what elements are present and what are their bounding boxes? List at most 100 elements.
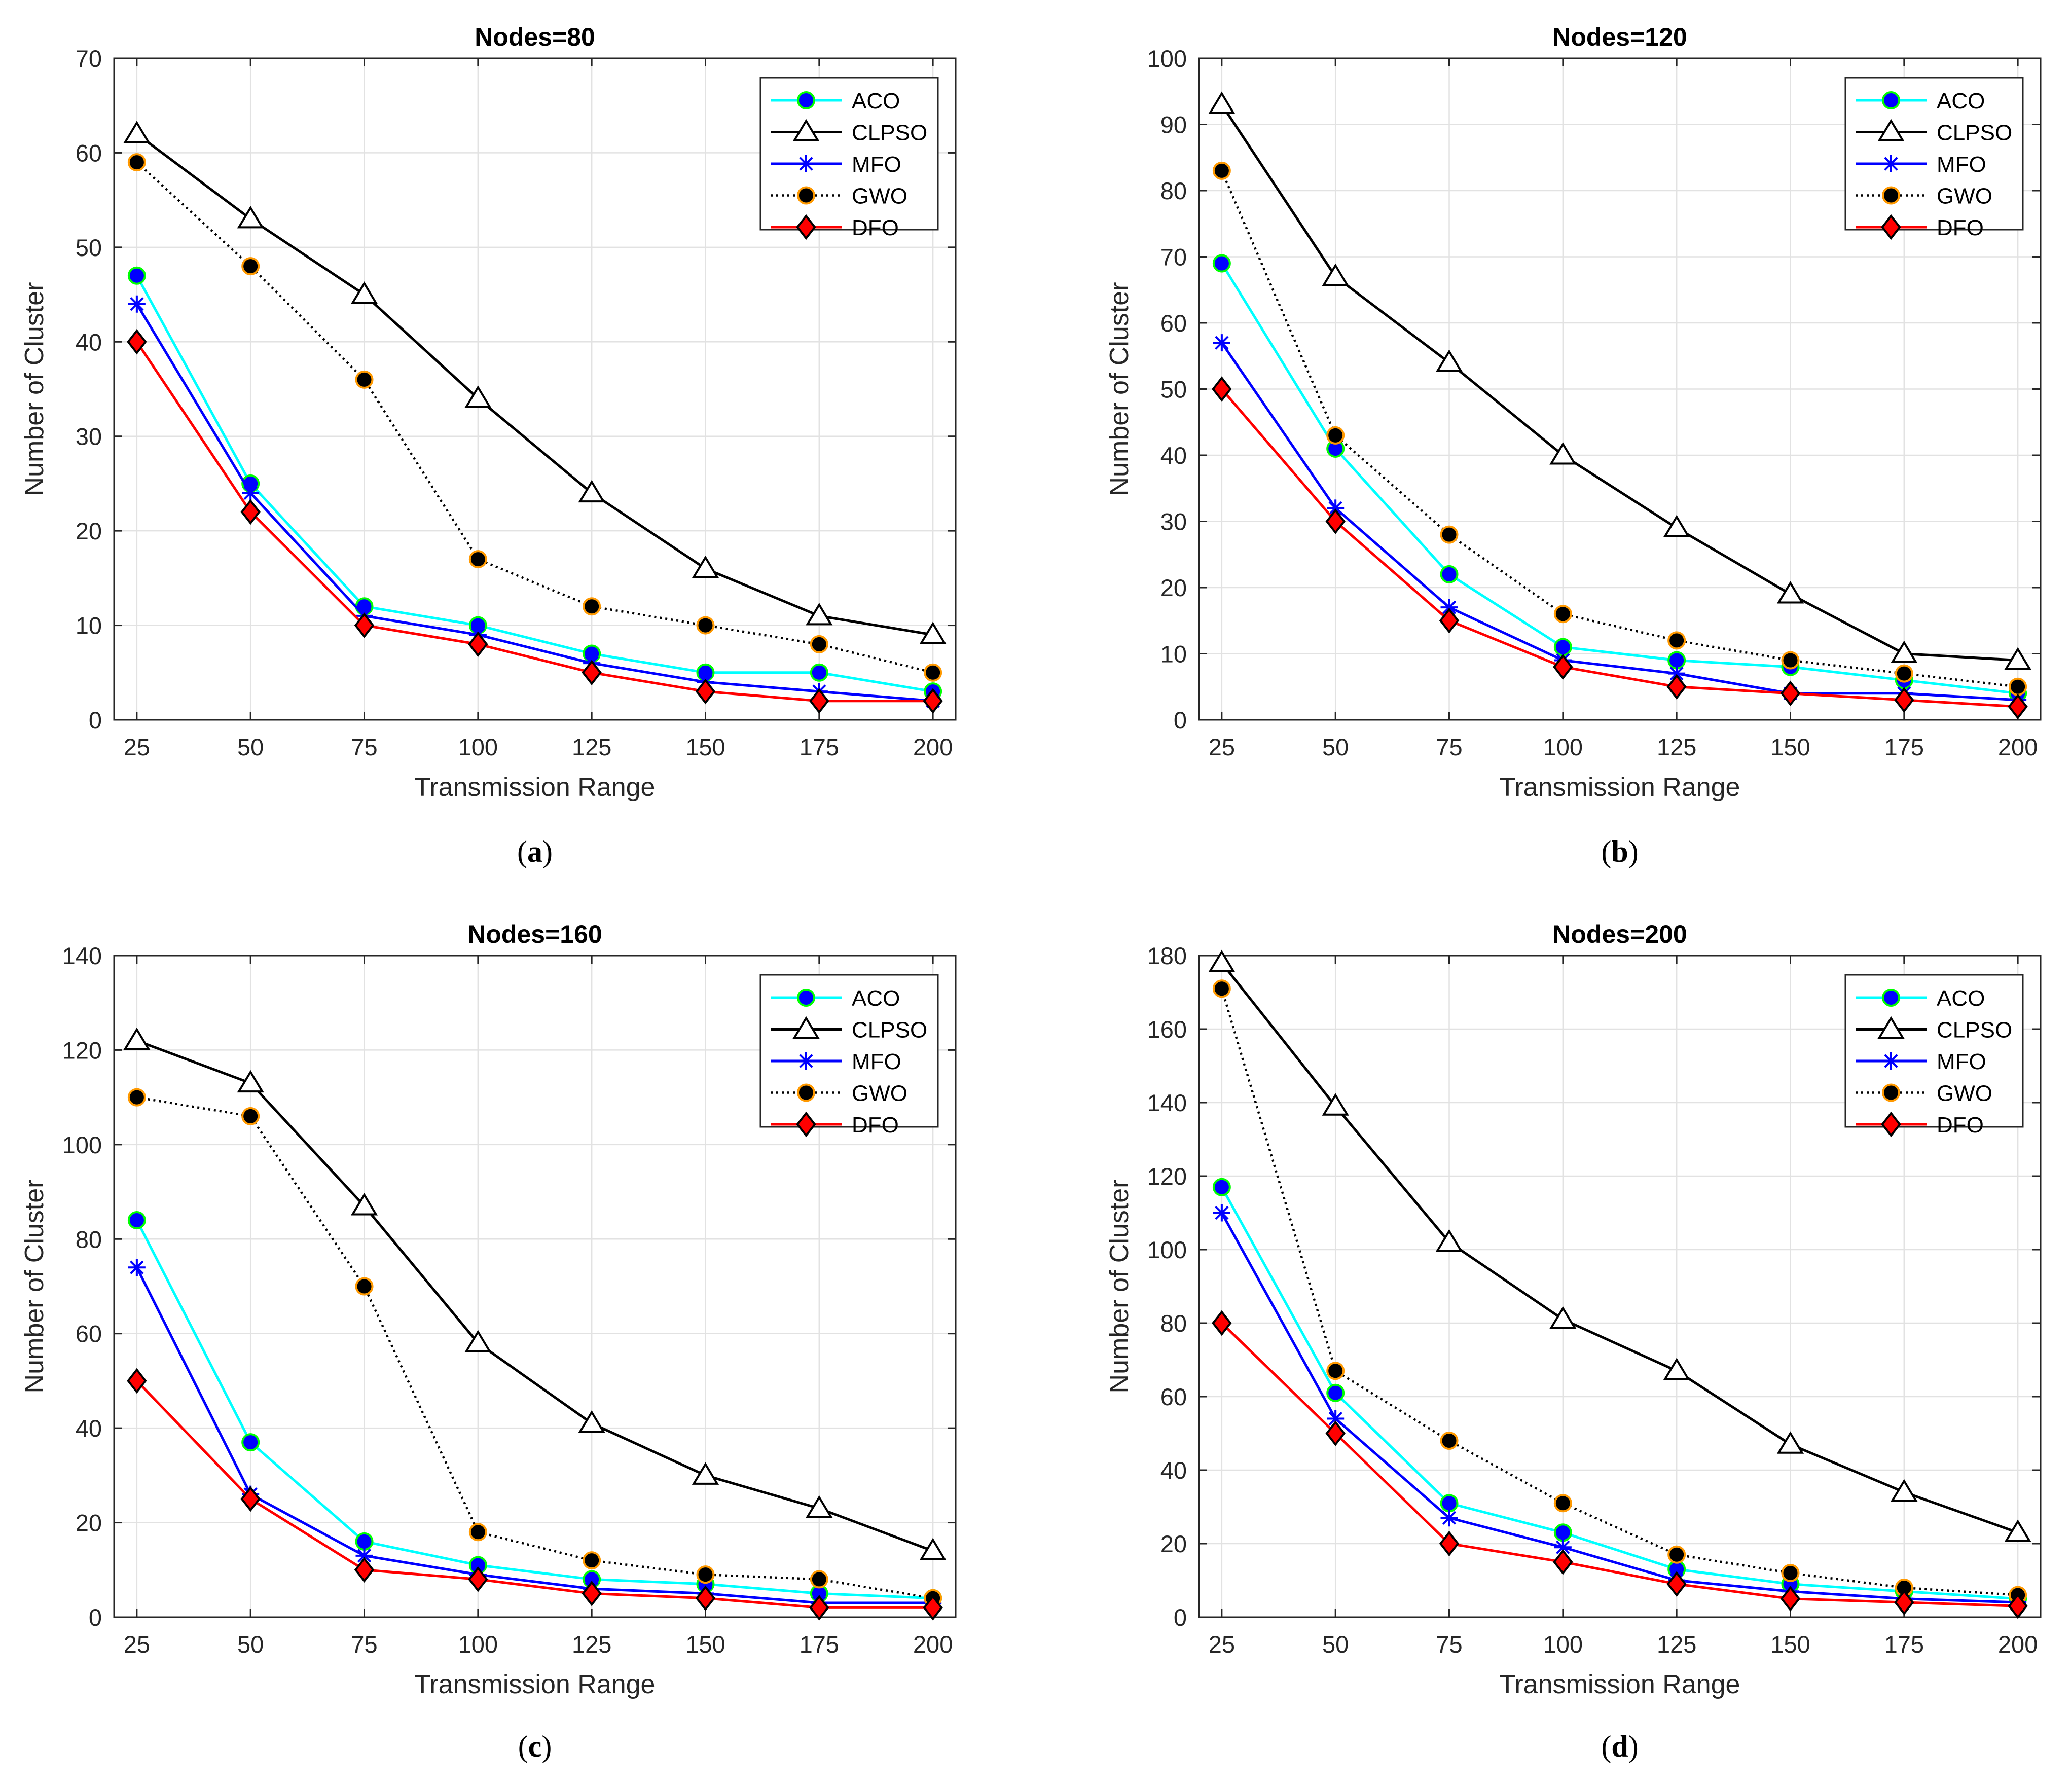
x-tick-label: 200 [913, 1631, 953, 1658]
data-point-clpso [237, 1070, 264, 1093]
y-tick-label: 10 [76, 612, 102, 639]
legend-item-gwo: GWO [1856, 1081, 1992, 1106]
data-point-gwo [355, 1277, 374, 1296]
data-point-gwo [1440, 1432, 1459, 1450]
data-point-mfo [1668, 665, 1686, 682]
chart-title: Nodes=200 [1552, 920, 1687, 948]
x-tick-label: 25 [124, 1631, 150, 1658]
y-tick-label: 80 [1160, 1310, 1187, 1337]
y-tick-label: 0 [89, 1604, 102, 1631]
data-point-dfo [240, 499, 261, 525]
legend-label: MFO [1937, 1049, 1986, 1074]
data-point-aco [1326, 1383, 1345, 1402]
data-point-gwo [241, 257, 260, 276]
data-point-gwo [241, 1107, 260, 1125]
y-tick-label: 60 [76, 139, 102, 166]
data-point-clpso [806, 603, 833, 626]
legend-marker [796, 1111, 816, 1138]
data-point-gwo [1212, 979, 1231, 998]
data-point-clpso [578, 1410, 605, 1433]
legend-item-aco: ACO [1856, 89, 1985, 114]
data-point-clpso [1208, 949, 1236, 972]
data-point-dfo [1212, 376, 1232, 402]
data-point-dfo [1553, 1549, 1573, 1575]
x-axis-label: Transmission Range [415, 1670, 656, 1699]
series-clpso [123, 1027, 947, 1560]
data-point-dfo [1325, 1420, 1346, 1446]
legend-marker [792, 119, 820, 141]
legend: ACO CLPSO MFO GWO DFO [759, 974, 939, 1138]
x-tick-label: 25 [1209, 1631, 1235, 1658]
data-point-clpso [1549, 442, 1577, 465]
data-point-clpso [2004, 1519, 2031, 1542]
legend-marker [1877, 1016, 1905, 1039]
data-point-clpso [1322, 1093, 1349, 1116]
series-dfo [127, 329, 943, 714]
x-tick-label: 175 [1884, 734, 1924, 760]
data-point-gwo [127, 153, 146, 172]
y-tick-label: 140 [62, 942, 102, 969]
data-point-clpso [1776, 581, 1804, 604]
chart-title: Nodes=120 [1552, 23, 1687, 51]
data-point-dfo [1553, 654, 1573, 680]
data-point-clpso [919, 1538, 947, 1560]
y-tick-label: 60 [1160, 310, 1187, 337]
series-line-gwo [1220, 170, 2018, 688]
legend-marker [1882, 1052, 1900, 1070]
series-dfo [127, 1368, 943, 1621]
legend-item-clpso: CLPSO [1856, 1016, 2012, 1043]
data-point-aco [1212, 1178, 1231, 1196]
x-axis-label: Transmission Range [1500, 773, 1740, 802]
legend-marker [1881, 214, 1901, 240]
data-point-clpso [1776, 1431, 1804, 1454]
data-point-clpso [578, 480, 605, 503]
chart-panel-c: 25 50 75 100 125 150 175 200 0 20 40 60 80 100 120 140 N… [20, 920, 957, 1763]
data-point-clpso [1549, 1306, 1577, 1329]
y-axis-label: Number of Cluster [20, 1180, 49, 1394]
y-tick-label: 30 [1160, 508, 1187, 535]
y-tick-label: 80 [76, 1226, 102, 1253]
data-point-clpso [806, 1495, 833, 1518]
x-tick-label: 50 [237, 734, 264, 760]
x-tick-label: 175 [800, 734, 839, 760]
legend-label: DFO [1937, 215, 1984, 240]
data-point-gwo [1326, 426, 1345, 445]
series-line-aco [135, 275, 933, 693]
series-line-aco [1220, 1186, 2018, 1600]
data-point-mfo [1327, 499, 1345, 517]
y-tick-label: 40 [76, 328, 102, 355]
data-point-dfo [354, 1557, 375, 1583]
data-point-aco [127, 266, 146, 285]
data-point-dfo [1780, 680, 1801, 707]
y-tick-label: 0 [1174, 707, 1187, 734]
data-point-mfo [1213, 334, 1230, 352]
data-point-mfo [128, 295, 146, 313]
legend-label: ACO [852, 89, 900, 114]
data-point-gwo [810, 635, 828, 653]
y-tick-label: 20 [76, 1510, 102, 1537]
y-tick-label: 90 [1160, 112, 1187, 138]
data-point-aco [1553, 1523, 1572, 1542]
y-tick-label: 50 [76, 234, 102, 261]
legend-marker [797, 91, 815, 109]
data-point-gwo [1895, 664, 1913, 683]
legend-marker [1881, 1111, 1901, 1138]
data-point-gwo [1212, 161, 1231, 180]
y-tick-label: 0 [1174, 1604, 1187, 1631]
data-point-aco [241, 1433, 260, 1452]
data-point-clpso [1891, 1479, 1918, 1502]
legend-label: DFO [852, 1113, 899, 1138]
data-point-gwo [1326, 1362, 1345, 1380]
legend-label: CLPSO [852, 1018, 927, 1043]
x-tick-label: 75 [1436, 1631, 1462, 1658]
data-point-dfo [1894, 687, 1914, 713]
legend-item-gwo: GWO [771, 1081, 907, 1106]
y-tick-label: 70 [1160, 244, 1187, 271]
y-tick-label: 10 [1160, 641, 1187, 668]
series-line-mfo [1220, 342, 2018, 702]
data-point-aco [1440, 1494, 1459, 1513]
legend-marker [797, 1083, 815, 1102]
data-point-dfo [2008, 1593, 2028, 1619]
y-tick-label: 160 [1147, 1016, 1187, 1043]
data-point-aco [1440, 565, 1459, 583]
